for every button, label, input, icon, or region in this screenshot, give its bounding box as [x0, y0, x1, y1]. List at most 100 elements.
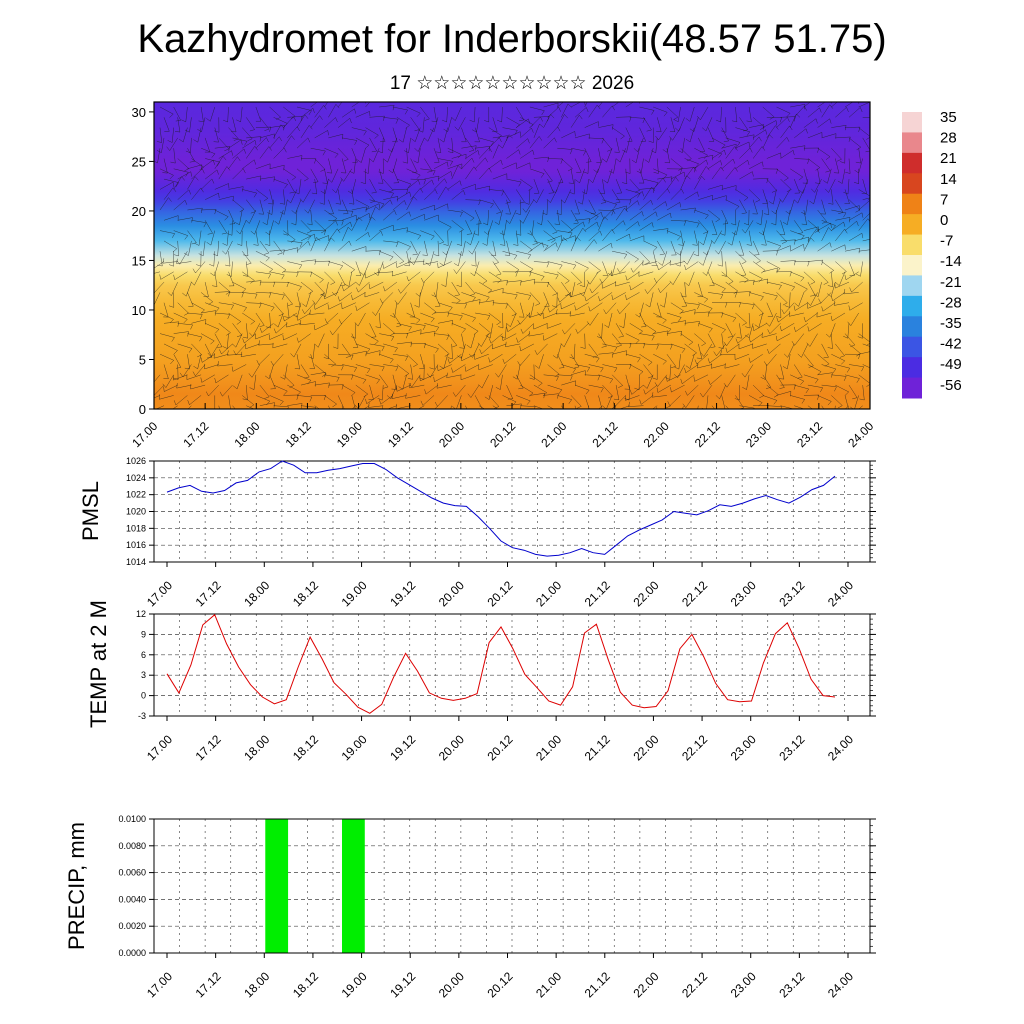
- wind-barb: [793, 220, 804, 235]
- wind-barb: [570, 370, 586, 376]
- wind-barb: [242, 189, 258, 198]
- wind-barb: [351, 333, 359, 349]
- wind-barb: [246, 199, 256, 214]
- wind-barb: [653, 201, 668, 211]
- wind-barb: [639, 353, 653, 366]
- wind-barb: [684, 321, 700, 327]
- wind-barb: [824, 178, 836, 193]
- wind-barb: [560, 189, 572, 204]
- y-tick-label: 0: [141, 691, 146, 701]
- wind-barb: [492, 343, 507, 350]
- colorbar-label: 28: [940, 130, 957, 147]
- wind-barb: [862, 117, 870, 118]
- wind-barb: [259, 146, 272, 159]
- wind-barb: [192, 364, 206, 377]
- wind-barb: [766, 178, 778, 193]
- wind-barb: [328, 228, 341, 242]
- wind-barb: [670, 188, 684, 200]
- wind-barb: [394, 292, 407, 305]
- wind-barb: [831, 244, 846, 252]
- heatmap-y-tick-label: 0: [139, 402, 146, 417]
- wind-barb: [420, 204, 435, 211]
- wind-barb: [547, 106, 561, 118]
- wind-barb: [752, 199, 758, 215]
- wind-barb: [516, 138, 530, 149]
- wind-barb: [803, 102, 818, 108]
- colorbar-label: -7: [940, 233, 953, 250]
- wind-barb: [794, 128, 808, 139]
- wind-barb: [783, 343, 795, 358]
- wind-barb: [625, 200, 640, 211]
- wind-barb: [388, 158, 398, 174]
- wind-barb: [602, 343, 618, 352]
- x-tick-label: 20.00: [436, 732, 467, 763]
- wind-barb: [173, 331, 189, 337]
- wind-barb: [766, 281, 782, 290]
- x-tick-label: 20.12: [484, 732, 515, 763]
- wind-barb: [790, 230, 805, 240]
- wind-barb: [615, 323, 624, 338]
- wind-barb: [615, 179, 623, 194]
- wind-barb: [657, 281, 672, 294]
- wind-barb: [163, 240, 178, 253]
- x-tick-label: 22.00: [630, 969, 661, 1000]
- wind-barb: [776, 374, 785, 389]
- wind-barb: [625, 250, 640, 263]
- wind-barb: [200, 353, 215, 363]
- wind-barb: [226, 350, 243, 356]
- wind-barb: [848, 384, 858, 400]
- colorbar-swatch: [902, 132, 922, 154]
- wind-barb: [474, 271, 488, 284]
- wind-barb: [536, 209, 544, 226]
- wind-barb: [259, 302, 275, 312]
- wind-barb: [602, 105, 615, 118]
- wind-barb: [177, 189, 192, 200]
- wind-barb: [707, 184, 723, 191]
- wind-barb: [560, 302, 576, 310]
- wind-barb: [776, 245, 791, 252]
- wind-barb: [410, 187, 424, 200]
- x-tick-label: 21.00: [533, 732, 564, 763]
- wind-barb: [849, 281, 863, 293]
- wind-barb: [372, 302, 384, 317]
- wind-barb: [163, 187, 177, 200]
- wind-barb: [670, 320, 686, 326]
- precipitation-bar: [265, 819, 289, 953]
- x-tick-label: 19.12: [387, 732, 418, 763]
- wind-barb: [557, 354, 565, 369]
- wind-barb: [329, 323, 343, 336]
- wind-barb: [542, 312, 558, 319]
- wind-barb: [342, 137, 358, 146]
- wind-barb: [547, 178, 555, 194]
- wind-barb: [516, 250, 532, 260]
- wind-barb: [351, 127, 367, 136]
- wind-barb: [581, 179, 589, 195]
- wind-barb: [502, 134, 513, 149]
- wind-barb: [831, 148, 842, 162]
- wind-barb: [342, 214, 357, 221]
- wind-barb: [479, 343, 493, 355]
- wind-barb: [807, 228, 820, 242]
- wind-barb: [766, 152, 782, 159]
- wind-barb: [465, 166, 478, 180]
- wind-barb: [379, 353, 394, 364]
- wind-barb: [174, 117, 181, 133]
- wind-barb: [717, 251, 723, 267]
- wind-barb: [396, 261, 411, 268]
- wind-barb: [506, 302, 517, 317]
- y-tick-label: 12: [136, 609, 146, 619]
- wind-barb: [602, 228, 615, 242]
- wind-barb: [614, 137, 620, 153]
- wind-barb: [702, 240, 713, 256]
- wind-barb: [555, 309, 572, 315]
- wind-barb: [634, 374, 640, 391]
- wind-barb: [752, 302, 765, 316]
- wind-barb: [505, 199, 511, 215]
- wind-barb: [204, 220, 213, 235]
- wind-barb: [338, 353, 354, 360]
- wind-barb: [452, 384, 466, 398]
- wind-barb: [460, 353, 476, 362]
- wind-barb: [843, 323, 850, 339]
- wind-barb: [776, 116, 790, 128]
- wind-barb: [803, 237, 815, 252]
